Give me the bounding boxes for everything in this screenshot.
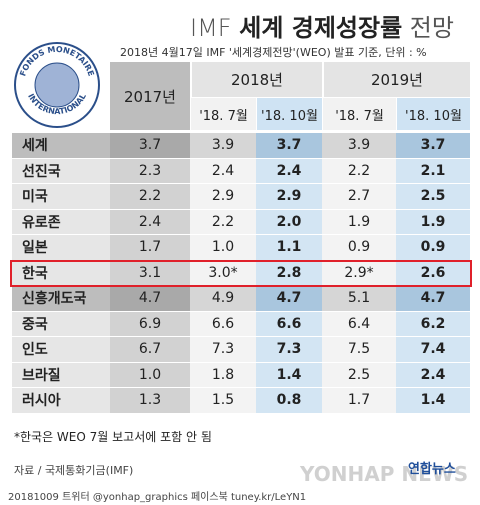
value-cell: 2.4 [256, 158, 322, 184]
value-cell: 7.5 [322, 337, 396, 363]
value-cell: 3.9 [190, 133, 256, 159]
value-cell: 3.1 [110, 260, 190, 286]
value-cell: 1.7 [110, 235, 190, 261]
value-cell: 2.2 [190, 209, 256, 235]
row-label: 브라질 [12, 362, 110, 388]
value-cell: 3.7 [396, 133, 470, 159]
value-cell: 2.0 [256, 209, 322, 235]
value-cell: 1.9 [396, 209, 470, 235]
value-cell: 3.7 [110, 133, 190, 159]
value-cell: 1.8 [190, 362, 256, 388]
value-cell: 1.5 [190, 388, 256, 414]
value-cell: 6.2 [396, 311, 470, 337]
value-cell: 2.9 [190, 184, 256, 210]
title: IMF 세계 경제성장률 전망 [190, 8, 454, 43]
row-label: 일본 [12, 235, 110, 261]
value-cell: 1.4 [256, 362, 322, 388]
value-cell: 2.4 [190, 158, 256, 184]
value-cell: 1.3 [110, 388, 190, 414]
value-cell: 7.4 [396, 337, 470, 363]
value-cell: 1.9 [322, 209, 396, 235]
value-cell: 0.9 [396, 235, 470, 261]
title-prefix: IMF [190, 14, 232, 42]
value-cell: 7.3 [256, 337, 322, 363]
imf-seal: FONDS MONETAIRE INTERNATIONAL [14, 42, 100, 128]
value-cell: 6.7 [110, 337, 190, 363]
value-cell: 4.7 [396, 286, 470, 312]
value-cell: 2.5 [322, 362, 396, 388]
value-cell: 0.9 [322, 235, 396, 261]
value-cell: 7.3 [190, 337, 256, 363]
value-cell: 0.8 [256, 388, 322, 414]
footnote: *한국은 WEO 7월 보고서에 포함 안 됨 [14, 430, 212, 444]
title-suffix: 전망 [409, 14, 454, 42]
value-cell: 4.7 [256, 286, 322, 312]
source: 자료 / 국제통화기금(IMF) [14, 464, 134, 477]
value-cell: 6.6 [256, 311, 322, 337]
value-cell: 2.2 [110, 184, 190, 210]
value-cell: 3.7 [256, 133, 322, 159]
subtitle: 2018년 4월17일 IMF '세계경제전망'(WEO) 발표 기준, 단위 … [120, 46, 427, 59]
year-2018: 2018년 [190, 62, 322, 97]
value-cell: 2.5 [396, 184, 470, 210]
value-cell: 2.3 [110, 158, 190, 184]
value-cell: 2.1 [396, 158, 470, 184]
value-cell: 2.9 [256, 184, 322, 210]
value-cell: 2.7 [322, 184, 396, 210]
value-cell: 4.7 [110, 286, 190, 312]
value-cell: 2.4 [396, 362, 470, 388]
row-label: 신흥개도국 [12, 286, 110, 312]
row-label: 선진국 [12, 158, 110, 184]
value-cell: 1.0 [190, 235, 256, 261]
value-cell: 1.4 [396, 388, 470, 414]
subcol-header: '18. 10월 [396, 97, 470, 130]
subcol-header: '18. 7월 [190, 97, 256, 130]
row-label: 인도 [12, 337, 110, 363]
year-2019: 2019년 [322, 62, 470, 97]
credit: 20181009 트위터 @yonhap_graphics 페이스북 tuney… [8, 492, 307, 503]
title-bold: 세계 경제성장률 [239, 14, 403, 42]
value-cell: 5.1 [322, 286, 396, 312]
logo: 연합뉴스 [408, 462, 456, 477]
value-cell: 1.0 [110, 362, 190, 388]
value-cell: 2.4 [110, 209, 190, 235]
value-cell: 2.9* [322, 260, 396, 286]
row-label: 유로존 [12, 209, 110, 235]
value-cell: 4.9 [190, 286, 256, 312]
value-cell: 2.2 [322, 158, 396, 184]
value-cell: 6.9 [110, 311, 190, 337]
row-label: 중국 [12, 311, 110, 337]
value-cell: 2.8 [256, 260, 322, 286]
value-cell: 2.6 [396, 260, 470, 286]
row-label: 미국 [12, 184, 110, 210]
subcol-header: '18. 10월 [256, 97, 322, 130]
watermark: YONHAP NEWS [300, 462, 469, 486]
value-cell: 1.1 [256, 235, 322, 261]
col-2017: 2017년 [110, 62, 190, 130]
highlight-box [10, 259, 472, 287]
value-cell: 6.4 [322, 311, 396, 337]
value-cell: 3.9 [322, 133, 396, 159]
value-cell: 6.6 [190, 311, 256, 337]
row-label: 러시아 [12, 388, 110, 414]
value-cell: 1.7 [322, 388, 396, 414]
row-label: 세계 [12, 133, 110, 159]
subcol-header: '18. 7월 [322, 97, 396, 130]
